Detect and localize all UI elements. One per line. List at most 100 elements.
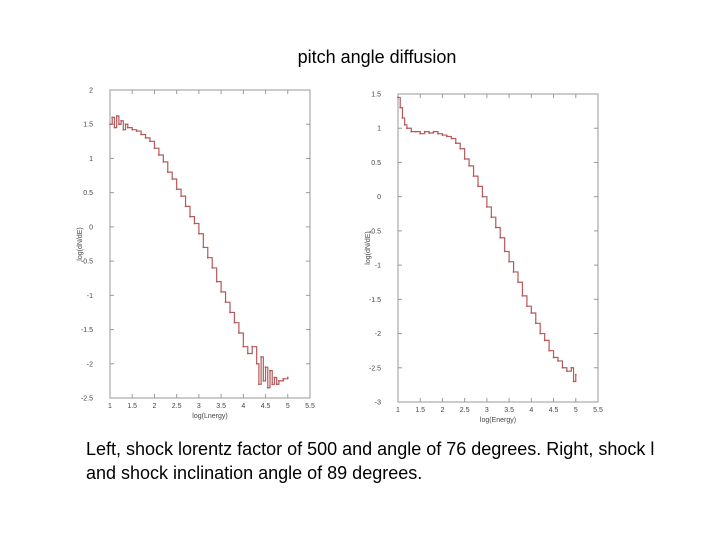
data-point (399, 106, 402, 109)
x-tick-label: 2.5 (460, 407, 470, 414)
data-point (117, 123, 120, 126)
y-tick-label: 1 (89, 156, 93, 163)
y-tick-label: -1.5 (81, 327, 93, 334)
data-point (459, 147, 462, 150)
y-tick-label: -0.5 (369, 228, 381, 235)
data-point (273, 376, 276, 379)
data-point (530, 312, 533, 314)
x-tick-label: 1.5 (127, 403, 137, 410)
data-point (180, 195, 183, 197)
data-point (111, 116, 114, 119)
data-point (485, 206, 488, 208)
y-tick-label: -1 (87, 293, 93, 300)
x-tick-label: 1.5 (415, 407, 425, 414)
data-point (494, 226, 497, 229)
data-point (548, 349, 551, 352)
data-point (481, 195, 484, 198)
x-tick-label: 4 (529, 407, 533, 414)
chart-left: 1 1.5 2 2.5 3 3.5 4 4.5 5 5.5 2 1.5 1 0.5 0 -0.5 -1 -1.5 -… (77, 88, 315, 421)
data-point (144, 137, 147, 139)
y-tick-label: -2 (87, 361, 93, 368)
x-tick-label: 5.5 (305, 403, 315, 410)
series-line (398, 96, 577, 383)
data-point (565, 370, 568, 373)
y-tick-label: 1.5 (371, 92, 381, 99)
x-tick-label: 3.5 (216, 403, 226, 410)
data-point (264, 366, 267, 369)
data-point (224, 301, 227, 304)
x-tick-label: 5 (574, 407, 578, 414)
caption-line-1: Left, shock lorentz factor of 500 and an… (86, 439, 655, 459)
data-point (271, 383, 274, 386)
data-point (472, 175, 475, 178)
data-point (166, 171, 169, 174)
data-point (468, 164, 471, 167)
data-point (262, 379, 265, 382)
data-point (140, 133, 143, 136)
x-tick-label: 4 (241, 403, 245, 410)
x-tick-label: 2 (440, 407, 444, 414)
data-point (135, 130, 138, 132)
data-point (109, 123, 111, 126)
data-point (282, 377, 285, 380)
data-point (189, 215, 191, 218)
data-point (570, 366, 573, 369)
y-tick-label: 0 (377, 194, 381, 201)
data-point (508, 260, 511, 263)
data-point (124, 123, 127, 126)
data-point (286, 376, 289, 379)
data-point (162, 160, 165, 163)
data-point (521, 295, 524, 297)
data-point (445, 135, 448, 138)
caption-line-2: and shock inclination angle of 89 degree… (86, 463, 423, 483)
data-point (503, 250, 506, 253)
x-axis-label: log(Lnergy) (192, 413, 227, 420)
data-point (266, 386, 269, 389)
data-point (499, 236, 502, 239)
data-point (539, 332, 542, 335)
data-point (401, 117, 404, 119)
page-title: pitch angle diffusion (297, 47, 457, 67)
y-tick-label: -1 (375, 263, 381, 270)
y-tick-label: -3 (375, 400, 381, 407)
x-tick-label: 1 (396, 407, 400, 414)
data-point (131, 128, 134, 131)
data-point (233, 321, 236, 324)
data-point (193, 222, 196, 225)
data-point (197, 232, 200, 235)
data-point (122, 128, 125, 131)
x-tick-label: 2.5 (172, 403, 182, 410)
data-point (428, 132, 431, 134)
data-point (432, 130, 435, 133)
y-axis-label: log(dN/dE) (365, 231, 372, 264)
data-point (115, 115, 118, 117)
data-point (419, 132, 422, 135)
data-point (113, 126, 116, 129)
series-line (110, 115, 289, 389)
y-tick-label: -0.5 (81, 259, 93, 266)
data-point (543, 339, 546, 342)
data-point (257, 383, 260, 386)
data-point (255, 362, 258, 365)
data-point (517, 281, 519, 284)
data-point (220, 291, 223, 293)
y-tick-label: -2.5 (81, 396, 93, 403)
data-point (206, 256, 209, 259)
y-tick-label: 0.5 (371, 160, 381, 167)
data-point (211, 267, 214, 269)
plot-frame (397, 93, 599, 403)
data-point (574, 373, 577, 376)
data-point (463, 158, 466, 160)
data-point (242, 345, 245, 348)
data-point (153, 147, 156, 150)
y-tick-label: -2.5 (369, 365, 381, 372)
data-point (561, 366, 564, 369)
chart-right: 1 1.5 2 2.5 3 3.5 4 4.5 5 5.5 1.5 1 0.5 0 -0.5 -1 -1.5 -2… (365, 92, 603, 425)
data-point (246, 352, 249, 355)
data-point (175, 188, 178, 191)
data-point (229, 311, 231, 314)
y-tick-label: 2 (89, 88, 93, 95)
x-tick-label: 5 (286, 403, 290, 410)
y-tick-label: 0 (89, 224, 93, 231)
x-tick-label: 3 (485, 407, 489, 414)
